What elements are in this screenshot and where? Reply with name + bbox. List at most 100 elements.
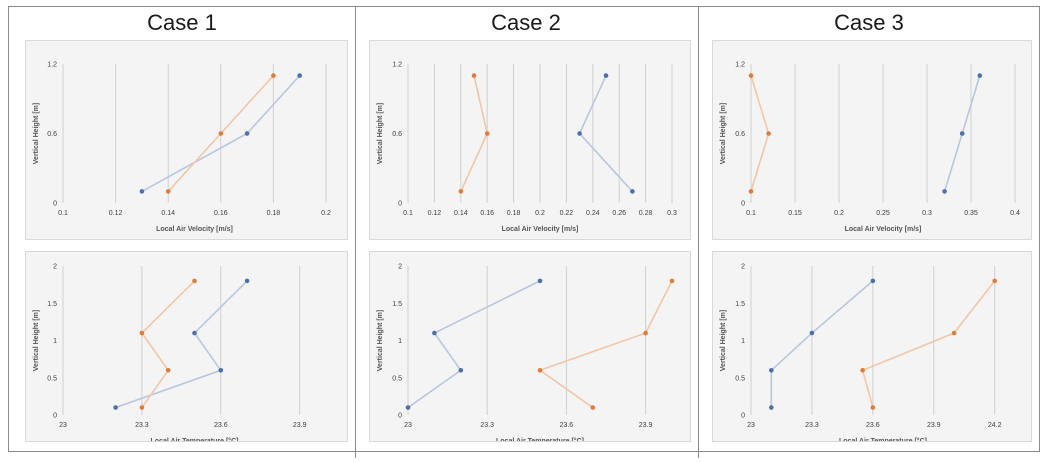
x-tick-label: 0.25 <box>876 210 890 217</box>
x-tick-label: 23.3 <box>805 422 819 429</box>
case-3-title: Case 3 <box>834 10 904 35</box>
data-point <box>458 368 464 373</box>
data-point <box>139 330 145 336</box>
series-line-2 <box>140 280 196 409</box>
x-tick-label: 0.18 <box>507 210 521 217</box>
x-tick-label: 23 <box>59 422 67 429</box>
data-point <box>405 405 411 410</box>
data-point <box>139 405 145 410</box>
x-tick-label: 23.6 <box>866 422 880 429</box>
y-tick-label: 2 <box>53 264 57 271</box>
data-point <box>244 131 250 136</box>
data-point <box>942 189 947 194</box>
x-tick-label: 0.24 <box>586 210 600 217</box>
case-divider-1 <box>355 6 356 458</box>
data-point <box>192 330 197 336</box>
y-tick-label: 0.6 <box>47 131 57 138</box>
x-tick-label: 0.14 <box>454 210 468 217</box>
x-tick-label: 0.35 <box>964 210 978 217</box>
data-point <box>244 278 250 284</box>
x-tick-label: 0.3 <box>667 210 677 217</box>
data-point <box>537 368 543 373</box>
x-tick-label: 0.2 <box>535 210 545 217</box>
y-axis-label: Vertical Height [m] <box>33 103 40 164</box>
x-tick-label: 0.2 <box>834 210 844 217</box>
series-line-2 <box>750 75 770 192</box>
data-point <box>537 278 543 284</box>
y-tick-label: 0 <box>741 413 745 420</box>
data-point <box>959 131 965 136</box>
case-divider-2 <box>698 6 699 458</box>
y-tick-label: 0.5 <box>735 375 745 382</box>
data-point <box>484 131 490 136</box>
y-tick-label: 2 <box>741 264 745 271</box>
chart-5-svg: 23 23.3 23.6 23.9 0 0.5 1 1.5 2 Local Air Tempera… <box>377 264 675 445</box>
x-tick-label: 0.16 <box>214 210 228 217</box>
x-tick-label: 0.4 <box>1010 210 1020 217</box>
chart-2-svg: 0.1 0.12 0.14 0.16 0.18 0.2 0.22 0.24 0.26 0.28 0.… <box>377 62 677 234</box>
x-tick-label: 0.28 <box>639 210 653 217</box>
y-tick-label: 1.2 <box>47 62 57 69</box>
x-tick-label: 0.1 <box>58 210 68 217</box>
data-point <box>165 368 171 373</box>
y-tick-label: 0 <box>53 413 57 420</box>
series-line-2 <box>460 75 489 192</box>
data-point <box>577 131 582 136</box>
data-point <box>218 131 224 136</box>
x-axis-label: Local Air Temperature [°C] <box>496 437 584 441</box>
x-tick-label: 0.22 <box>560 210 574 217</box>
x-tick-label: 0.26 <box>612 210 626 217</box>
data-point <box>769 368 774 373</box>
chart-panel-2: 0.1 0.12 0.14 0.16 0.18 0.2 0.22 0.24 0.26 0.28 0.… <box>369 40 691 240</box>
chart-3-svg: 0.1 0.15 0.2 0.25 0.3 0.35 0.4 0 0.6 1.2 Local Air… <box>720 62 1020 234</box>
data-point <box>192 278 197 284</box>
case-1-title: Case 1 <box>147 10 217 35</box>
data-point <box>113 405 118 410</box>
data-point <box>748 73 754 78</box>
data-point <box>271 73 276 78</box>
series-line-1 <box>407 280 541 409</box>
case-2-title: Case 2 <box>491 10 561 35</box>
data-point <box>643 330 648 336</box>
chart-4-svg: 23 23.3 23.6 23.9 0 0.5 1 1.5 2 Local Air Tempera… <box>33 264 307 446</box>
data-point <box>769 405 774 410</box>
data-point <box>748 189 754 194</box>
y-axis-label: Vertical Height [m] <box>377 103 384 164</box>
data-point <box>432 330 437 336</box>
chart-panel-5: 23 23.3 23.6 23.9 0 0.5 1 1.5 2 Local Air Tempera… <box>369 251 691 445</box>
series-line-1 <box>578 75 633 192</box>
y-tick-label: 0 <box>53 201 57 208</box>
x-tick-label: 0.15 <box>788 210 802 217</box>
data-point <box>992 278 997 284</box>
y-tick-label: 0 <box>741 201 745 208</box>
data-point <box>977 73 983 78</box>
y-tick-label: 0.6 <box>392 131 402 138</box>
y-axis-label: Vertical Height [m] <box>720 103 727 164</box>
y-axis-label: Vertical Height [m] <box>33 310 40 371</box>
series-line-2 <box>861 280 996 408</box>
y-tick-label: 1.2 <box>735 62 745 69</box>
data-point <box>809 330 815 336</box>
x-tick-label: 0.2 <box>321 210 331 217</box>
chart-1-svg: 0.1 0.12 0.14 0.16 0.18 0.2 0 0.6 1.2 Local Air V… <box>33 62 331 234</box>
x-tick-label: 0.12 <box>109 210 123 217</box>
y-tick-label: 1 <box>53 338 57 345</box>
x-tick-label: 23.6 <box>560 422 574 429</box>
data-point <box>458 189 464 194</box>
y-tick-label: 1.5 <box>735 301 745 308</box>
data-point <box>297 73 303 78</box>
data-point <box>218 368 224 373</box>
data-point <box>165 189 171 194</box>
x-tick-label: 23.3 <box>480 422 494 429</box>
x-tick-label: 23.9 <box>927 422 941 429</box>
data-point <box>951 330 957 336</box>
y-tick-label: 2 <box>398 264 402 271</box>
x-tick-label: 23.3 <box>135 422 149 429</box>
x-tick-label: 0.14 <box>161 210 175 217</box>
chart-6-svg: 23 23.3 23.6 23.9 24.2 0 0.5 1 1.5 2 Local Air Tem… <box>720 264 1002 446</box>
data-point <box>870 278 876 284</box>
y-axis-label: Vertical Height [m] <box>377 310 384 371</box>
figure-frame <box>8 6 1040 452</box>
x-tick-label: 23 <box>747 422 755 429</box>
series-line-1 <box>115 280 248 409</box>
